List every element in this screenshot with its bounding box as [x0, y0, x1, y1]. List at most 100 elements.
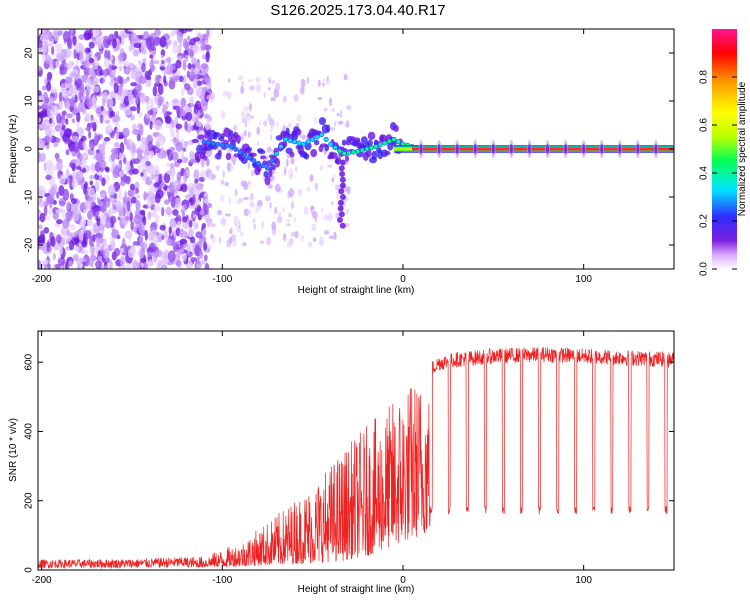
- noise-blob: [73, 140, 80, 153]
- noise-blob: [175, 123, 183, 130]
- noise-blob: [148, 242, 156, 252]
- noise-blob: [127, 248, 136, 259]
- snr-xlabel: Height of straight line (km): [298, 584, 415, 595]
- snr-ytick-label: 600: [24, 353, 35, 370]
- noise-blob: [172, 241, 177, 247]
- noise-blob: [170, 196, 176, 208]
- noise-blob: [43, 205, 48, 217]
- noise-blob: [72, 209, 80, 222]
- noise-blob: [275, 82, 281, 92]
- noise-blob: [171, 98, 179, 104]
- noise-blob: [313, 116, 317, 125]
- spectrogram-xtick-label: 0: [400, 274, 406, 285]
- noise-blob: [162, 254, 170, 266]
- noise-blob: [179, 248, 185, 253]
- tone-peak: [614, 147, 620, 151]
- noise-blob: [38, 95, 45, 106]
- noise-blob: [270, 121, 273, 129]
- noise-blob: [178, 75, 184, 83]
- noise-blob: [319, 236, 324, 246]
- signal-cloud: [264, 175, 271, 186]
- noise-blob: [39, 212, 46, 223]
- noise-blob: [193, 169, 200, 180]
- noise-blob: [135, 94, 139, 105]
- noise-blob: [165, 123, 173, 129]
- noise-blob: [306, 76, 310, 85]
- noise-blob: [57, 30, 63, 36]
- noise-blob: [333, 121, 336, 127]
- noise-blob: [152, 111, 156, 118]
- noise-blob: [85, 90, 90, 100]
- snr-ticks: -200 -100 0 100 0 200 400 600: [24, 331, 674, 586]
- noise-blob: [179, 42, 183, 48]
- noise-blob: [69, 174, 73, 187]
- signal-bead: [310, 136, 316, 142]
- noise-blob: [114, 153, 119, 160]
- noise-blob: [237, 75, 244, 81]
- noise-blob: [166, 56, 172, 64]
- tone-peak: [535, 147, 541, 151]
- noise-blob: [191, 63, 197, 69]
- noise-blob: [293, 94, 299, 102]
- noise-blob: [187, 185, 191, 198]
- snr-ytick-label: 400: [24, 423, 35, 440]
- noise-blob: [149, 209, 157, 218]
- tone-peak: [610, 147, 616, 151]
- signal-bead: [260, 163, 266, 169]
- noise-blob: [286, 158, 289, 168]
- noise-blob: [45, 174, 52, 180]
- snr-xtick-label: 100: [575, 575, 592, 586]
- noise-blob: [247, 209, 252, 215]
- noise-blob: [248, 79, 253, 83]
- noise-blob: [277, 212, 282, 216]
- noise-blob: [180, 156, 188, 164]
- noise-blob: [38, 259, 42, 269]
- noise-blob: [167, 250, 176, 263]
- noise-blob: [57, 257, 66, 266]
- noise-blob: [62, 89, 69, 99]
- noise-blob: [196, 205, 202, 213]
- noise-blob: [176, 158, 183, 164]
- colorbar-gradient: [712, 29, 737, 269]
- noise-blob: [70, 96, 75, 108]
- noise-blob: [263, 120, 268, 127]
- signal-cloud: [249, 152, 257, 157]
- noise-blob: [170, 176, 175, 186]
- noise-blob: [76, 165, 82, 170]
- noise-blob: [200, 42, 207, 51]
- noise-blob: [234, 188, 238, 197]
- noise-blob: [194, 178, 199, 184]
- noise-blob: [193, 108, 199, 115]
- signal-bead: [323, 136, 329, 142]
- noise-blob: [110, 153, 116, 162]
- signal-cloud: [240, 157, 248, 165]
- colorbar-ticks: 0.0 0.2 0.4 0.6 0.8: [699, 70, 737, 276]
- noise-blob: [187, 62, 192, 70]
- noise-blob: [204, 262, 210, 269]
- noise-blob: [110, 148, 119, 155]
- noise-blob: [77, 262, 81, 269]
- noise-blob: [336, 113, 340, 117]
- colorbar-tick-label: 0.8: [699, 70, 710, 84]
- noise-blob: [240, 231, 244, 237]
- signal-cloud: [217, 150, 222, 156]
- noise-blob: [271, 80, 276, 85]
- signal-cloud: [285, 127, 290, 136]
- noise-blob: [259, 119, 262, 126]
- noise-blob: [267, 77, 272, 81]
- noise-blob: [184, 120, 188, 131]
- noise-blob: [129, 106, 137, 112]
- noise-blob: [87, 210, 93, 221]
- noise-blob: [175, 227, 181, 237]
- noise-blob: [261, 221, 264, 231]
- noise-blob: [188, 49, 194, 59]
- noise-blob: [290, 231, 296, 237]
- noise-blob: [126, 142, 131, 151]
- noise-blob: [85, 114, 92, 123]
- noise-blob: [224, 213, 231, 217]
- noise-blob: [173, 179, 182, 191]
- noise-blob: [52, 252, 57, 260]
- noise-blob: [240, 111, 246, 118]
- dropout-streak: [618, 144, 622, 154]
- snr-plot: -200 -100 0 100 0 200 400 600 Height of straigh…: [8, 330, 675, 595]
